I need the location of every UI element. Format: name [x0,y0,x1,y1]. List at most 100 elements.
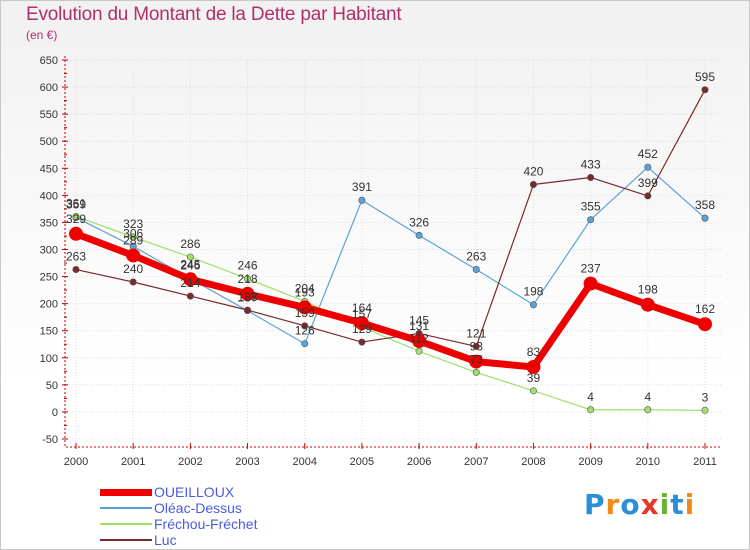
data-point-luc [701,86,709,94]
y-tick-label: 250 [40,272,58,284]
legend-item: OUEILLOUX [100,484,257,500]
legend-swatch [100,507,152,509]
data-point-frechou-frechet [529,387,537,395]
data-label-oueilloux: 237 [581,262,601,276]
data-point-oueilloux [183,272,198,287]
axes: -50 0 50 100 150 200 250 300 350 400 450 500 550 600 6… [40,55,722,468]
data-label-luc: 214 [180,276,200,290]
data-label-luc: 121 [466,326,486,340]
x-tick-label: 2000 [64,456,88,468]
data-label-oueilloux: 198 [638,283,658,297]
data-point-oleac-dessus [701,214,709,222]
data-label-oleac-dessus: 198 [523,285,543,299]
data-label-frechou-frechet: 73 [470,352,484,366]
legend-item: Oléac-Dessus [100,500,257,516]
data-point-oueilloux [126,248,141,263]
x-tick-label: 2011 [693,456,717,468]
data-label-oueilloux: 162 [695,302,715,316]
data-label-luc: 420 [523,165,543,179]
brand-letter: i [659,488,671,521]
data-point-luc [644,192,652,200]
chart-title: Evolution du Montant de la Dette par Hab… [26,4,402,25]
brand-letter: o [620,488,641,521]
data-point-luc [72,266,80,274]
y-tick-label: 650 [40,55,58,67]
data-label-luc: 240 [123,262,143,276]
data-label-oleac-dessus: 359 [66,198,86,212]
data-label-luc: 129 [352,322,372,336]
data-point-oueilloux [69,226,83,241]
data-label-frechou-frechet: 157 [352,307,372,321]
data-point-oueilloux [640,297,655,312]
data-label-frechou-frechet: 361 [66,196,86,210]
data-label-oueilloux: 329 [66,212,86,226]
y-tick-label: 350 [40,217,58,229]
data-label-oleac-dessus: 391 [352,180,372,194]
legend-item: Fréchou-Fréchet [100,516,257,532]
x-tick-label: 2010 [636,456,660,468]
data-label-oueilloux: 245 [180,257,200,271]
data-label-frechou-frechet: 4 [644,390,651,404]
data-point-oueilloux [698,317,712,332]
series-line-frechou-frechet [75,215,706,411]
series-line-luc [75,89,706,348]
brand-letter: i [684,488,696,521]
brand-letter: P [584,488,606,521]
x-tick-label: 2004 [292,456,316,468]
data-label-oleac-dessus: 355 [581,200,601,214]
data-point-luc [244,306,252,314]
y-tick-label: 150 [40,326,58,338]
data-point-oueilloux [412,334,427,349]
y-tick-label: 550 [40,109,58,121]
data-point-frechou-frechet [644,406,652,414]
data-label-oueilloux: 193 [295,285,315,299]
legend: OUEILLOUX Oléac-Dessus Fréchou-Fréchet Luc [100,484,257,548]
data-point-oleac-dessus [472,266,480,274]
data-point-oleac-dessus [644,163,652,171]
data-label-luc: 399 [638,176,658,190]
brand-letter: x [640,488,660,521]
data-point-luc [129,278,137,286]
data-point-frechou-frechet [587,406,595,414]
y-tick-label: 500 [40,136,58,148]
data-label-frechou-frechet: 246 [238,259,258,273]
data-label-oueilloux: 131 [409,319,429,333]
y-tick-label: 300 [40,245,58,257]
data-point-frechou-frechet [186,253,194,261]
data-label-oleac-dessus: 263 [466,250,486,264]
data-point-oleac-dessus [587,216,595,224]
data-label-oueilloux: 93 [470,340,484,354]
data-label-oleac-dessus: 326 [409,215,429,229]
data-label-oleac-dessus: 358 [695,198,715,212]
data-point-luc [186,292,194,300]
data-label-luc: 263 [66,250,86,264]
data-label-oleac-dessus: 126 [295,324,315,338]
y-tick-label: 200 [40,299,58,311]
data-point-frechou-frechet [244,275,252,283]
data-label-frechou-frechet: 323 [123,217,143,231]
data-point-oueilloux [469,354,484,369]
data-point-frechou-frechet [415,347,423,355]
series-group [69,86,712,414]
x-tick-label: 2006 [407,456,431,468]
y-tick-label: 450 [40,163,58,175]
y-tick-label: -50 [42,434,58,446]
data-point-oleac-dessus [415,231,423,239]
data-label-luc: 433 [581,157,601,171]
data-label-oueilloux: 218 [238,272,258,286]
data-point-frechou-frechet [129,233,137,241]
data-label-oueilloux: 83 [527,345,541,359]
x-tick-label: 2008 [521,456,545,468]
y-tick-label: 50 [46,380,58,392]
data-point-luc [472,342,480,350]
data-label-oleac-dessus: 306 [123,226,143,240]
data-point-oueilloux [526,359,541,374]
legend-label: OUEILLOUX [154,484,235,500]
data-label-frechou-frechet: 112 [410,331,429,345]
data-label-frechou-frechet: 4 [587,390,594,404]
data-label-oleac-dessus: 246 [180,259,200,273]
data-label-frechou-frechet: 3 [702,390,709,404]
grid-lines [66,59,722,449]
data-label-luc: 145 [409,313,429,327]
